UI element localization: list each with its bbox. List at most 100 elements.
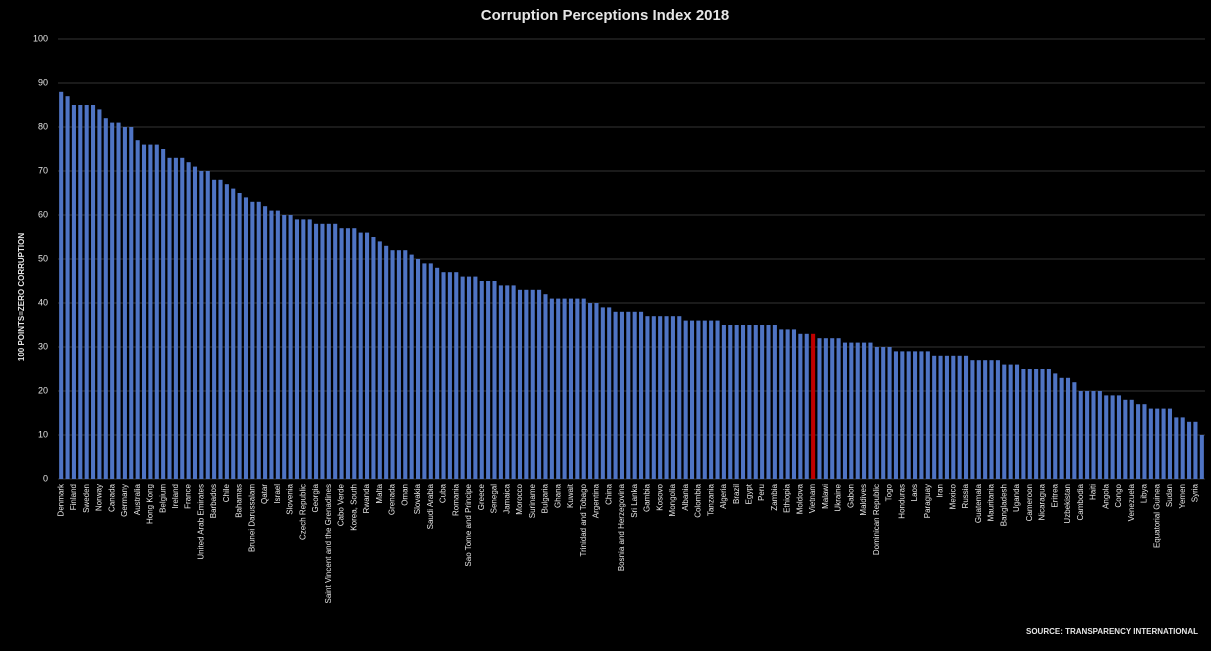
x-tick-label: Malawi (821, 484, 830, 509)
x-tick-label: Togo (885, 483, 894, 501)
x-tick-label: Uganda (1012, 483, 1021, 512)
bar (1027, 369, 1032, 479)
bar (715, 320, 720, 479)
bar (836, 338, 841, 479)
bar (849, 342, 854, 479)
x-tick-label: Slovenia (286, 483, 295, 514)
bar (976, 360, 981, 479)
x-tick-label: Slovakia (413, 483, 422, 514)
x-tick-label: Venezuela (1127, 483, 1136, 521)
bar (154, 144, 159, 479)
bar (964, 355, 969, 479)
bar (823, 338, 828, 479)
bar (1123, 399, 1128, 479)
bar (390, 250, 395, 479)
bar (944, 355, 949, 479)
bar (505, 285, 510, 479)
x-tick-label: Uzbekistan (1063, 484, 1072, 524)
bar (256, 201, 261, 480)
x-tick-label: Brunei Darussalam (247, 484, 256, 552)
bar (753, 325, 758, 479)
bar (683, 320, 688, 479)
x-tick-label: Algeria (719, 483, 728, 508)
bar (314, 223, 319, 479)
bar (498, 285, 503, 479)
bar (1167, 408, 1172, 479)
bar (511, 285, 516, 479)
bar (881, 347, 886, 479)
x-tick-label: Germany (120, 484, 129, 517)
x-tick-label: Canada (107, 483, 116, 512)
bar (1021, 369, 1026, 479)
bar (403, 250, 408, 479)
bar (696, 320, 701, 479)
bar (868, 342, 873, 479)
y-tick-label: 50 (38, 253, 48, 263)
bar (365, 232, 370, 479)
x-tick-label: Finland (69, 484, 78, 510)
x-tick-label: Bosnia and Herzegovina (617, 483, 626, 571)
x-tick-label: Sao Tome and Principe (464, 483, 473, 566)
bar (301, 219, 306, 479)
x-tick-label: Mauritania (987, 483, 996, 521)
bar (122, 127, 127, 479)
x-tick-label: Greece (477, 483, 486, 510)
bar (766, 325, 771, 479)
x-tick-label: Nicaragua (1038, 483, 1047, 520)
x-tick-label: Kosovo (655, 483, 664, 510)
bar (613, 311, 618, 479)
bar (811, 333, 816, 479)
bar (243, 197, 249, 479)
x-tick-label: China (604, 483, 613, 504)
bar (1014, 364, 1020, 479)
bar (358, 232, 363, 479)
bar (91, 105, 96, 479)
bar (537, 289, 542, 479)
bar (798, 333, 803, 479)
bar (1116, 395, 1122, 479)
bar (116, 122, 121, 479)
bar (575, 298, 580, 479)
bar (1187, 421, 1192, 479)
bar (71, 105, 76, 479)
bar (1078, 391, 1083, 479)
bar (607, 307, 612, 479)
bar (517, 289, 523, 479)
bar (186, 162, 191, 479)
bar (785, 329, 790, 479)
bar (167, 157, 172, 480)
bar (479, 281, 484, 479)
bar (524, 289, 529, 479)
y-tick-label: 10 (38, 429, 48, 439)
x-tick-label: Cameroon (1025, 484, 1034, 521)
bar (925, 351, 930, 479)
bar (141, 144, 147, 479)
bar (1046, 369, 1051, 479)
bar (447, 272, 452, 479)
x-tick-label: Hong Kong (146, 484, 155, 524)
bar (352, 228, 357, 479)
x-tick-label: Ghana (553, 483, 562, 508)
y-tick-label: 80 (38, 121, 48, 131)
bar (224, 184, 229, 479)
x-tick-label: Oman (400, 484, 409, 506)
bar (237, 193, 242, 479)
x-tick-label: Zambia (770, 483, 779, 510)
bar (1142, 404, 1147, 479)
bar (830, 338, 835, 479)
x-tick-label: United Arab Emirates (196, 484, 205, 560)
bar (1148, 408, 1153, 479)
bar (1097, 391, 1102, 479)
bar (161, 149, 166, 479)
x-tick-label: Ethiopia (783, 483, 792, 512)
x-tick-label: Bulgaria (541, 483, 550, 513)
y-axis-label: 100 POINTS=ZERO CORRUPTION (17, 233, 26, 361)
bar (645, 316, 650, 479)
bar (740, 325, 746, 479)
bar (205, 171, 210, 479)
x-tick-label: Norway (95, 484, 104, 511)
bar (135, 140, 140, 479)
bar (632, 311, 637, 479)
x-tick-label: Albania (681, 483, 690, 510)
